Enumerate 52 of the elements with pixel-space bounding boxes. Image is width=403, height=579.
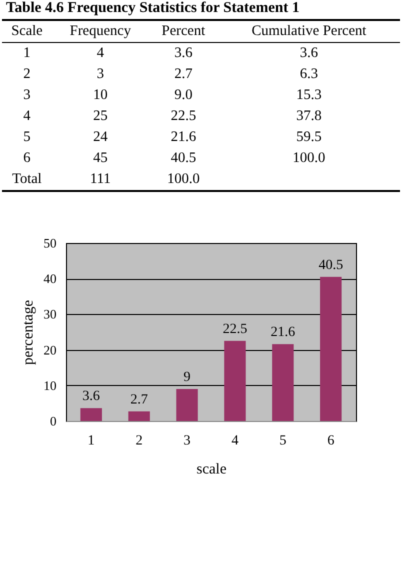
text: 1 xyxy=(22,44,32,63)
y-axis-title: percentage xyxy=(20,300,36,365)
x-tick-label: 5 xyxy=(279,434,286,448)
y-tick-label: 30 xyxy=(44,306,56,322)
data-label: 9 xyxy=(184,370,191,385)
text: 4 xyxy=(96,44,105,63)
text: 37.8 xyxy=(295,107,323,126)
text: 5 xyxy=(22,128,32,147)
x-tick-label: 2 xyxy=(136,434,143,448)
y-tick-label: 0 xyxy=(50,414,56,428)
data-label: 2.7 xyxy=(130,392,148,408)
y-tick-label: 10 xyxy=(44,378,56,393)
text: Percent xyxy=(148,20,218,42)
x-tick-label: 1 xyxy=(88,434,95,448)
x-axis-title: scale xyxy=(196,462,227,478)
text: 2 xyxy=(22,65,32,84)
text: 100.0 xyxy=(292,149,326,168)
text: 45 xyxy=(92,149,109,168)
x-tick-label: 4 xyxy=(231,434,238,448)
text: Scale xyxy=(2,20,52,42)
text: 10 xyxy=(92,86,109,105)
y-tick-label: 20 xyxy=(44,342,56,358)
text: 9.0 xyxy=(173,86,194,105)
text: 2.7 xyxy=(173,65,194,84)
y-tick-label: 50 xyxy=(44,236,56,250)
y-tick-label: 40 xyxy=(44,271,56,286)
x-tick-label: 3 xyxy=(184,434,191,448)
text: 25 xyxy=(92,107,109,126)
x-tick-label: 6 xyxy=(327,434,334,448)
text: 6.3 xyxy=(298,65,319,84)
text: Frequency xyxy=(52,20,149,42)
text: 59.5 xyxy=(295,128,323,147)
text: 15.3 xyxy=(295,86,323,105)
chart-title: Table 4.6 Frequency Statistics for Statement 1 xyxy=(6,0,300,17)
text: 24 xyxy=(92,128,109,147)
text: 3 xyxy=(96,65,105,84)
text: 100.0 xyxy=(166,170,201,189)
data-label: 21.6 xyxy=(270,325,296,340)
text: 3.6 xyxy=(298,44,319,63)
data-label: 3.6 xyxy=(82,389,100,404)
text: Total xyxy=(11,170,43,189)
text: 111 xyxy=(89,170,112,189)
text: 4 xyxy=(22,107,32,126)
text: 3.6 xyxy=(173,44,194,63)
text: 22.5 xyxy=(170,107,198,126)
data-label: 40.5 xyxy=(318,258,344,273)
text: 40.5 xyxy=(170,149,198,168)
text: 6 xyxy=(22,149,32,168)
data-label: 22.5 xyxy=(222,322,248,337)
text: 3 xyxy=(22,86,32,105)
text: 21.6 xyxy=(170,128,198,147)
text: Cumulative Percent xyxy=(218,20,400,42)
